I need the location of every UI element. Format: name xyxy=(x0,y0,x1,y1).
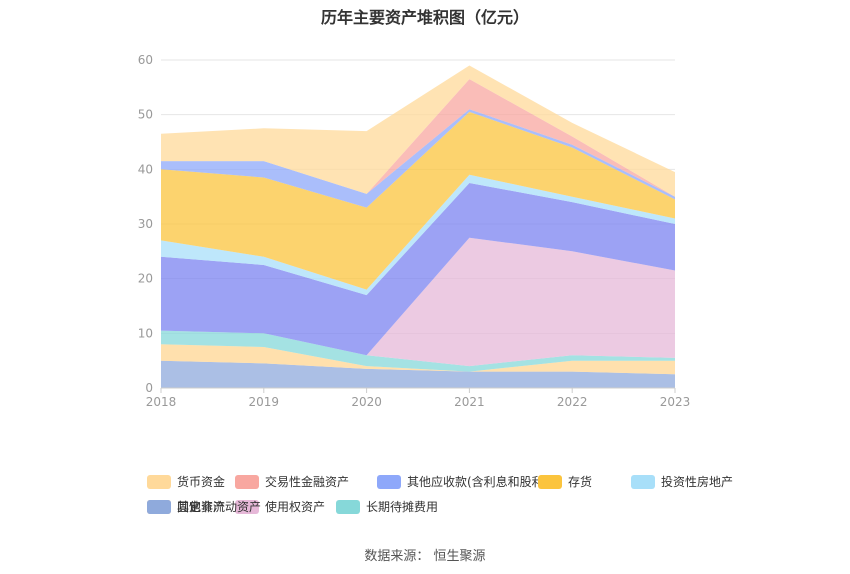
area-1 xyxy=(161,344,675,375)
y-tick-label: 0 xyxy=(145,381,153,395)
legend-label: 长期待摊费用 xyxy=(366,500,439,514)
legend-label: 其他应收款(含利息和股利) xyxy=(407,475,549,489)
y-tick-label: 40 xyxy=(138,162,153,176)
area-9 xyxy=(161,65,675,197)
legend-item[interactable]: 其他应收款(含利息和股利) xyxy=(377,473,548,489)
legend-item[interactable]: 投资性房地产 xyxy=(631,473,733,489)
area-8 xyxy=(161,79,675,197)
area-series xyxy=(161,65,675,388)
x-tick-label: 2021 xyxy=(454,395,485,409)
chart-title: 历年主要资产堆积图（亿元） xyxy=(320,8,529,27)
legend-item[interactable]: 使用权资产 xyxy=(235,498,325,514)
legend-swatch xyxy=(235,474,259,489)
legend-item[interactable]: 存货 xyxy=(538,473,592,489)
legend-item[interactable]: 交易性金融资产 xyxy=(235,473,349,489)
stacked-area-chart: 0 10 20 30 40 50 60 2018 2019 2020 2021 2022 2023 xyxy=(138,53,691,409)
legend-label: 交易性金融资产 xyxy=(265,475,350,489)
area-7 xyxy=(161,109,675,208)
y-tick-label: 10 xyxy=(138,326,153,340)
data-source-note: 数据来源： 恒生聚源 xyxy=(364,549,486,564)
x-tick-label: 2023 xyxy=(660,395,691,409)
x-tick-label: 2019 xyxy=(249,395,280,409)
area-3 xyxy=(161,237,675,367)
legend-label: 其它 xyxy=(177,500,202,514)
area-5 xyxy=(161,174,675,296)
legend-swatch xyxy=(377,474,401,489)
legend-label: 固定资产 xyxy=(177,500,226,514)
legend-item[interactable]: 货币资金 xyxy=(147,473,225,489)
y-tick-label: 30 xyxy=(138,217,153,231)
legend-label: 投资性房地产 xyxy=(661,475,734,489)
x-tick-label: 2022 xyxy=(557,395,588,409)
legend-swatch xyxy=(631,474,655,489)
legend-label: 使用权资产 xyxy=(265,500,326,514)
legend-swatch xyxy=(336,499,360,514)
legend-swatch xyxy=(538,474,562,489)
legend-swatch xyxy=(147,474,171,489)
legend-label: 货币资金 xyxy=(177,475,226,489)
area-2 xyxy=(161,330,675,372)
legend-swatch xyxy=(147,499,171,514)
legend-item[interactable]: 其它 xyxy=(147,498,201,514)
x-tick-label: 2018 xyxy=(146,395,177,409)
legend-swatch xyxy=(235,499,259,514)
legend-label: 其他非流动资产 xyxy=(177,500,262,514)
area-0 xyxy=(161,360,675,388)
y-tick-label: 60 xyxy=(138,53,153,67)
y-tick-label: 20 xyxy=(138,272,153,286)
y-tick-label: 50 xyxy=(138,108,153,122)
area-4 xyxy=(161,183,675,356)
area-6 xyxy=(161,111,675,290)
legend-item[interactable]: 长期待摊费用 xyxy=(336,498,438,514)
x-tick-label: 2020 xyxy=(351,395,382,409)
legend-label: 存货 xyxy=(568,475,593,489)
axes: 0 10 20 30 40 50 60 2018 2019 2020 2021 2022 2023 xyxy=(138,53,691,409)
